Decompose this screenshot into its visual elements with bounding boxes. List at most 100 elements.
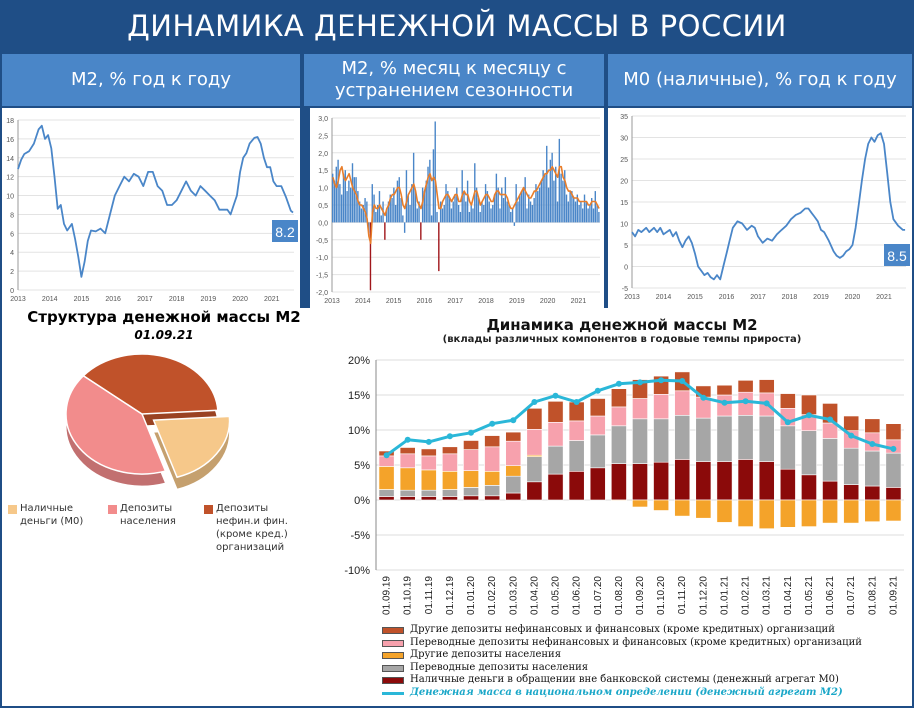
bar-segment bbox=[589, 467, 606, 501]
x-tick-label: 2018 bbox=[478, 298, 494, 305]
bar-segment bbox=[737, 415, 754, 460]
end-value-label: 8.2 bbox=[275, 224, 295, 240]
y-tick-label: 10 bbox=[6, 194, 14, 201]
x-tick-label: 2020 bbox=[845, 294, 861, 301]
x-tick-label: 2014 bbox=[355, 298, 371, 305]
bar bbox=[418, 201, 420, 223]
x-tick-label: 01.01.21 bbox=[720, 576, 731, 615]
bar bbox=[517, 201, 519, 223]
bar bbox=[376, 205, 379, 223]
bar bbox=[436, 211, 438, 223]
bar bbox=[511, 208, 514, 223]
bar bbox=[598, 211, 600, 223]
bar-segment bbox=[589, 434, 606, 469]
bar bbox=[398, 177, 400, 223]
x-tick-label: 01.09.19 bbox=[382, 576, 393, 615]
x-tick-label: 01.12.20 bbox=[698, 576, 709, 615]
m2-total-point bbox=[869, 441, 876, 447]
y-tick-label: 20 bbox=[620, 179, 628, 186]
bar bbox=[585, 201, 588, 223]
bar bbox=[450, 208, 453, 223]
bar-segment bbox=[695, 461, 712, 501]
y-tick-label: 15% bbox=[348, 390, 370, 402]
legend-swatch bbox=[382, 664, 404, 672]
bar bbox=[349, 187, 352, 223]
m2-total-point bbox=[742, 398, 749, 405]
bar-segment bbox=[610, 425, 627, 464]
bar bbox=[580, 201, 582, 223]
bar bbox=[414, 191, 417, 223]
bar bbox=[537, 191, 539, 223]
bar bbox=[582, 208, 584, 223]
y-tick-label: 30 bbox=[620, 136, 628, 143]
bar bbox=[533, 198, 535, 223]
m2-total-point bbox=[763, 400, 770, 407]
bar-segment bbox=[801, 394, 817, 415]
bar bbox=[448, 198, 451, 223]
bar-segment bbox=[568, 471, 585, 501]
bar-segment bbox=[378, 466, 395, 490]
legend-item: Денежная масса в национальном определени… bbox=[382, 687, 902, 700]
bar bbox=[578, 205, 580, 223]
bar bbox=[535, 184, 537, 223]
legend-item: Другие депозиты населения bbox=[382, 649, 902, 662]
legend-item: Переводные депозиты нефинансовых и финан… bbox=[382, 637, 902, 650]
x-tick-label: 01.08.21 bbox=[867, 576, 878, 615]
legend-label: Переводные депозиты нефинансовых и финан… bbox=[410, 636, 862, 648]
bar bbox=[531, 205, 534, 223]
bar-segment bbox=[885, 487, 902, 501]
bar bbox=[592, 208, 595, 223]
bar bbox=[551, 152, 553, 223]
x-tick-label: 01.03.21 bbox=[762, 576, 773, 615]
m2-total-point bbox=[827, 416, 834, 423]
bottom-section: Структура денежной массы М2 01.09.21 Нал… bbox=[2, 308, 912, 706]
bar-segment bbox=[864, 450, 881, 487]
x-tick-label: 01.05.20 bbox=[551, 576, 562, 615]
bar bbox=[524, 177, 526, 223]
bar-segment bbox=[420, 489, 437, 497]
m2-total-point bbox=[573, 399, 580, 405]
bar bbox=[510, 211, 512, 223]
legend-label: Другие депозиты нефинансовых и финансовы… bbox=[410, 624, 835, 635]
bar-segment bbox=[758, 415, 775, 462]
bar bbox=[529, 201, 532, 223]
y-tick-label: 35 bbox=[620, 114, 628, 121]
y-tick-label: 0,5 bbox=[318, 203, 328, 210]
bar bbox=[483, 205, 485, 223]
x-tick-label: 01.10.19 bbox=[403, 576, 414, 615]
bar-segment bbox=[442, 453, 458, 472]
bar bbox=[466, 180, 469, 223]
x-tick-label: 2017 bbox=[137, 296, 153, 303]
bar bbox=[358, 201, 361, 223]
bar bbox=[357, 191, 359, 223]
y-tick-label: 25 bbox=[620, 157, 628, 164]
bar bbox=[452, 201, 454, 223]
bar bbox=[403, 222, 406, 233]
m2-total-point bbox=[552, 392, 559, 399]
bar bbox=[484, 184, 487, 223]
y-tick-label: 20% bbox=[348, 355, 370, 367]
bar bbox=[564, 170, 566, 223]
bar-segment bbox=[653, 418, 670, 463]
bar-segment bbox=[843, 484, 860, 501]
legend-swatch bbox=[108, 505, 117, 514]
bar bbox=[481, 201, 483, 223]
x-tick-label: 2017 bbox=[750, 294, 766, 301]
bar bbox=[463, 191, 465, 223]
bar bbox=[348, 180, 350, 223]
y-tick-label: 0,0 bbox=[318, 220, 328, 227]
x-tick-label: 2013 bbox=[624, 294, 640, 301]
x-tick-label: 01.06.21 bbox=[825, 576, 836, 615]
bar bbox=[441, 208, 444, 223]
chart-m2-yoy: 0 2 4 6 8 10 12 14 16 18 2013 2014 2015 2016 2017 2018 2… bbox=[6, 118, 298, 303]
bar bbox=[427, 166, 429, 223]
x-tick-label: 01.05.21 bbox=[804, 576, 815, 615]
pie-legend-label: Наличные деньги (М0) bbox=[20, 503, 84, 527]
x-tick-label: 01.09.21 bbox=[888, 576, 899, 615]
bar bbox=[459, 211, 462, 223]
panel-header-m2-yoy: М2, % год к году bbox=[2, 54, 300, 106]
m2-total-point bbox=[383, 452, 390, 459]
bar-segment bbox=[716, 461, 733, 501]
bar-segment bbox=[420, 448, 437, 457]
m2-total-point bbox=[489, 420, 496, 427]
